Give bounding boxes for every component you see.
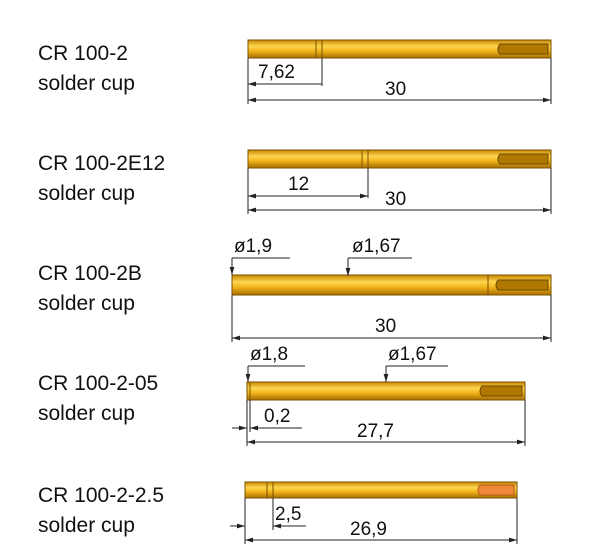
ext-line (247, 168, 552, 214)
cup (497, 153, 549, 165)
dim-label: 30 (375, 316, 396, 337)
cup (497, 43, 549, 55)
item: CR 100-2-05 solder cup ø1,8 ø1,67 0,2 27… (38, 344, 526, 446)
item: CR 100-2E12 solder cup 12 30 (38, 149, 552, 214)
ext-line (231, 295, 552, 342)
ring (266, 481, 274, 499)
item-name: CR 100-2 (38, 42, 128, 65)
item-name: CR 100-2B (38, 262, 142, 285)
dim-label: 0,2 (264, 406, 290, 427)
cup (477, 484, 515, 496)
ext-line (247, 58, 552, 104)
dim-label: 30 (385, 189, 406, 210)
dim-label: ø1,9 (234, 236, 272, 257)
dim-label: ø1,8 (250, 344, 288, 365)
dim-label: 27,7 (357, 421, 394, 442)
item-subtitle: solder cup (38, 514, 135, 537)
pin (247, 149, 552, 169)
dim-label: 2,5 (275, 504, 301, 525)
cup (479, 385, 523, 397)
item-name: CR 100-2-2.5 (38, 484, 164, 507)
item: CR 100-2B solder cup ø1,9 ø1,67 30 (38, 236, 552, 342)
dim-label: ø1,67 (352, 236, 401, 257)
item: CR 100-2-2.5 solder cup 2,5 26,9 (38, 481, 518, 544)
pin (247, 39, 552, 59)
item-name: CR 100-2-05 (38, 372, 158, 395)
dim-label: 26,9 (350, 519, 387, 540)
dim-label: 12 (288, 174, 309, 195)
dim-label: 7,62 (258, 62, 295, 83)
pin (244, 481, 518, 499)
item-subtitle: solder cup (38, 72, 135, 95)
ring (315, 39, 323, 59)
item-subtitle: solder cup (38, 182, 135, 205)
cup (495, 279, 549, 291)
ring (361, 149, 369, 169)
item: CR 100-2 solder cup 7,62 30 (38, 39, 552, 104)
dim-label: 30 (385, 79, 406, 100)
item-subtitle: solder cup (38, 292, 135, 315)
item-name: CR 100-2E12 (38, 152, 165, 175)
dim-label: ø1,67 (388, 344, 437, 365)
item-subtitle: solder cup (38, 402, 135, 425)
pin (231, 274, 552, 296)
